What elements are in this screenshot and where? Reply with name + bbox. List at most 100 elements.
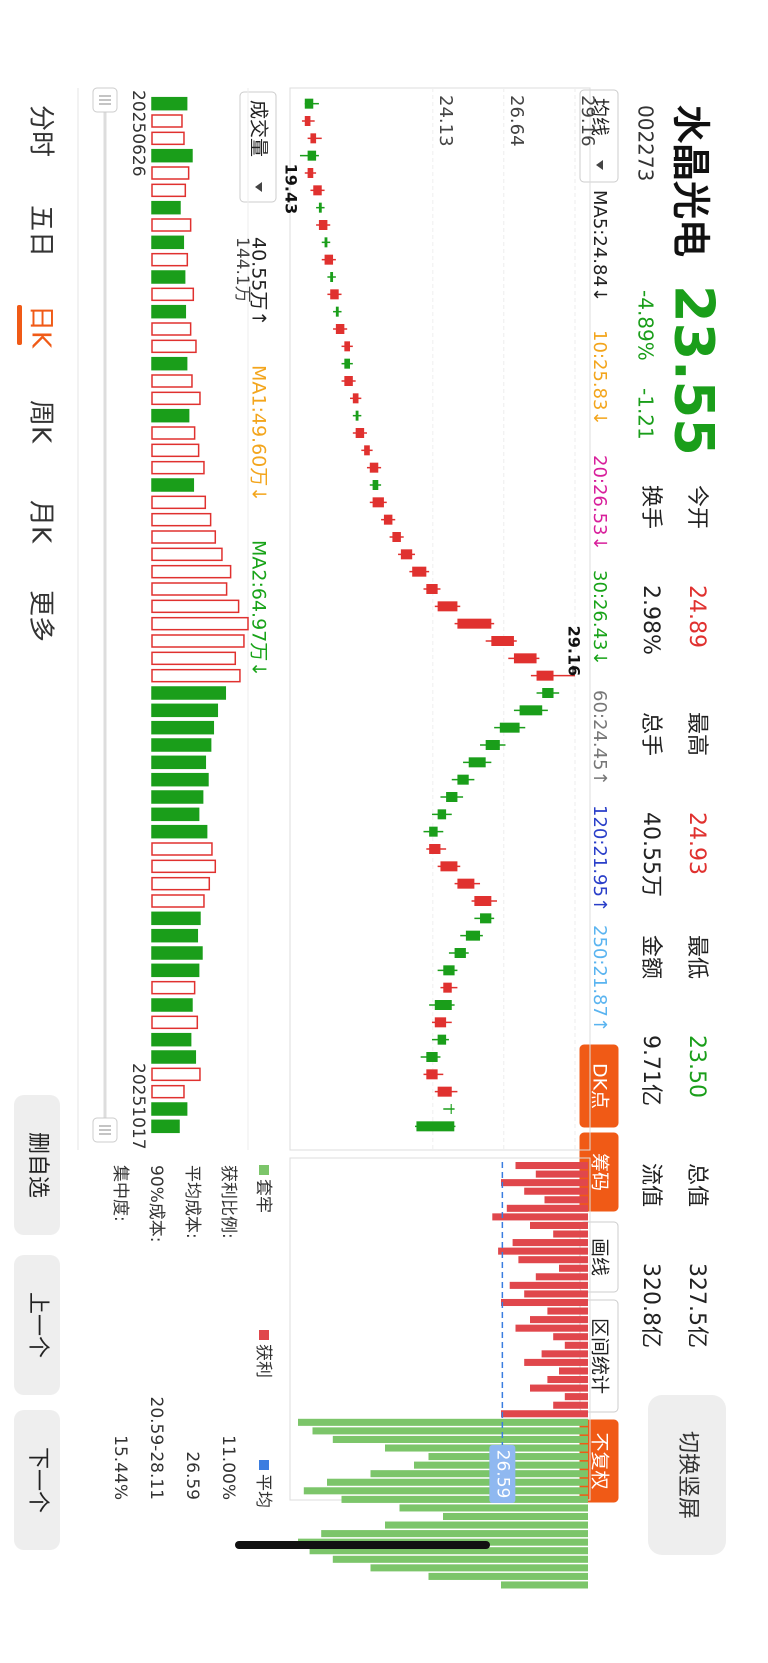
volume-bar <box>151 980 196 995</box>
candle-body <box>434 1000 452 1010</box>
stat-value: 2.98% <box>638 585 663 655</box>
chip-stat-value: 26.59 <box>182 1451 202 1500</box>
volume-bar <box>151 391 201 406</box>
chip-bar <box>332 1555 588 1563</box>
stock-code: 002273 <box>634 105 658 181</box>
candle-body <box>426 1069 438 1080</box>
candle-body <box>352 393 359 404</box>
chip-bar <box>501 1410 588 1418</box>
stat-label: 流值 <box>638 1163 663 1207</box>
ma-label: 10:25.83↓ <box>589 330 610 426</box>
volume-ma: MA2:64.97万↓ <box>248 540 270 677</box>
volume-bar <box>151 755 207 770</box>
candle-body <box>437 1034 447 1045</box>
action-label: 上一个 <box>25 1292 50 1358</box>
active-tab-underline <box>17 305 22 345</box>
volume-bar <box>151 1119 180 1134</box>
chip-bar <box>428 1572 588 1580</box>
candle-body <box>318 202 322 213</box>
volume-ma: MA1:49.60万↓ <box>248 365 270 502</box>
volume-bar <box>151 738 212 752</box>
end-date: 20251017 <box>128 1063 148 1150</box>
volume-bar <box>151 651 237 666</box>
chip-bar <box>515 1162 588 1170</box>
candle-body <box>304 116 311 126</box>
volume-bar <box>151 148 193 163</box>
stock-name: 水晶光电 <box>669 105 713 257</box>
candle-body <box>412 566 427 577</box>
volume-bar <box>151 270 186 284</box>
chip-stat-value: 11.00% <box>218 1435 238 1500</box>
chip-bar <box>298 1418 588 1426</box>
candle-body <box>536 670 554 681</box>
chip-bar <box>385 1521 588 1529</box>
chip-bar <box>443 1512 588 1521</box>
candle-body <box>491 636 514 646</box>
volume-selector[interactable] <box>239 91 277 203</box>
candle-body <box>457 774 469 785</box>
volume-bar <box>151 720 215 735</box>
stat-value: 23.50 <box>684 1035 709 1098</box>
nav-tab: 分时 <box>26 105 56 157</box>
volume-bar <box>151 634 245 648</box>
volume-bar <box>151 512 212 527</box>
candle-body <box>330 289 339 300</box>
chip-bar <box>564 1393 588 1401</box>
chip-bar <box>559 1264 588 1272</box>
max-label: 29.16 <box>564 626 583 677</box>
volume-bar <box>151 235 185 250</box>
candle-body <box>457 618 492 629</box>
start-date: 20250626 <box>128 90 148 177</box>
stat-label: 最高 <box>684 712 709 756</box>
volume-bar <box>151 998 193 1012</box>
candle-body <box>307 150 317 161</box>
volume-bar <box>151 426 196 440</box>
candle-body <box>313 185 322 196</box>
volume-bar <box>151 1084 185 1099</box>
ma-label: 20:26.53↓ <box>589 455 610 551</box>
action-button[interactable] <box>14 1255 60 1395</box>
candle-body <box>344 376 353 386</box>
chip-bar <box>524 1187 588 1195</box>
candle-body <box>369 462 379 473</box>
volume-bar <box>151 668 241 683</box>
stat-value: 327.5亿 <box>684 1263 709 1348</box>
volume-bar <box>151 287 195 302</box>
legend-swatch <box>259 1165 269 1175</box>
volume-bar <box>151 911 201 926</box>
volume-bar <box>151 946 203 960</box>
candle-body <box>355 410 359 421</box>
action-button[interactable] <box>14 1410 60 1550</box>
volume-bar <box>151 564 232 579</box>
candle-body <box>392 532 401 542</box>
volume-bar <box>151 408 190 423</box>
volume-bar <box>151 703 219 718</box>
avg-cost-tag <box>489 1445 516 1503</box>
stat-label: 总值 <box>684 1163 709 1207</box>
candle-body <box>355 428 365 438</box>
volume-bar <box>151 374 193 388</box>
dropdown-icon <box>255 182 262 192</box>
change-pct: -4.89% <box>634 290 658 361</box>
candle-body <box>443 965 455 976</box>
volume-bar <box>151 443 200 458</box>
chip-stat-label: 获利比例: <box>218 1165 238 1239</box>
chip-bar <box>535 1273 588 1281</box>
chip-bar <box>544 1196 588 1204</box>
candle-body <box>519 705 543 716</box>
action-button[interactable] <box>14 1095 60 1235</box>
volume-bar <box>151 183 187 198</box>
chip-bar <box>524 1290 588 1298</box>
candle-body <box>434 1017 447 1028</box>
dropdown-icon <box>596 160 603 170</box>
chip-bar <box>385 1444 588 1452</box>
tool-button-label: 筹码 <box>589 1153 611 1191</box>
volume-bar <box>151 859 217 874</box>
candle-body <box>364 445 370 456</box>
tool-button-label: 画线 <box>589 1238 611 1276</box>
chip-bar <box>530 1316 588 1324</box>
switch-button[interactable] <box>648 1395 726 1555</box>
candle-body <box>437 809 447 820</box>
